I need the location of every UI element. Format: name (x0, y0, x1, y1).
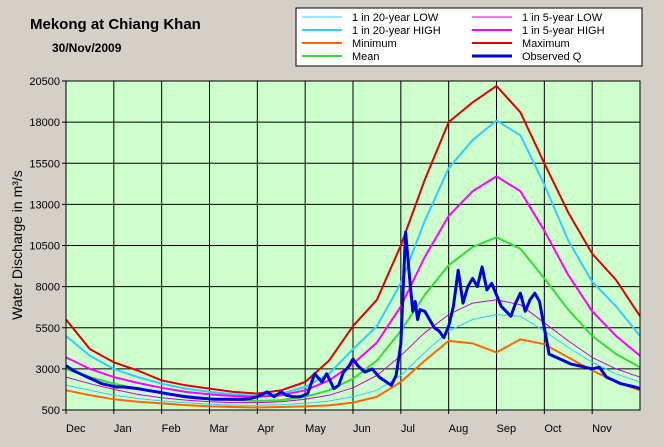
chart-title: Mekong at Chiang Khan (30, 16, 201, 33)
x-tick-label: May (305, 423, 326, 435)
y-tick-label: 5500 (36, 323, 60, 335)
legend-label-1-in-5-year-high: 1 in 5-year HIGH (522, 25, 605, 37)
y-tick-label: 500 (42, 405, 60, 417)
legend-label-minimum: Minimum (352, 38, 397, 50)
x-axis-ticks: Dec Jan Feb Mar Apr May Jun Jul Aug Sep Oct Nov (65, 410, 612, 435)
y-tick-label: 10500 (29, 241, 60, 253)
series-line-observed-q (65, 230, 641, 401)
chart-subtitle: 30/Nov/2009 (52, 41, 122, 55)
series-line-maximum (65, 84, 641, 395)
series-lines (65, 84, 641, 409)
y-tick-label: 13000 (29, 199, 60, 211)
x-tick-label: Sep (497, 423, 517, 435)
legend-box (295, 7, 643, 67)
legend: 1 in 20-year LOW 1 in 5-year LOW 1 in 20-y… (302, 12, 605, 63)
legend-label-maximum: Maximum (522, 38, 570, 50)
y-tick-label: 20500 (29, 76, 60, 88)
x-tick-label: Feb (162, 423, 181, 435)
series-line-minimum (65, 338, 641, 409)
legend-label-1-in-5-year-low: 1 in 5-year LOW (522, 12, 603, 24)
y-tick-label: 18000 (29, 117, 60, 129)
legend-label-1-in-20-year-low: 1 in 20-year LOW (352, 12, 439, 24)
x-tick-label: Jul (401, 423, 415, 435)
x-tick-label: Mar (210, 423, 229, 435)
x-tick-label: Jun (353, 423, 371, 435)
x-tick-label: Oct (544, 423, 561, 435)
y-tick-label: 3000 (36, 364, 60, 376)
y-axis-label: Water Discharge in m³/s (9, 170, 25, 320)
y-tick-label: 15500 (29, 158, 60, 170)
x-tick-label: Aug (449, 423, 469, 435)
plot-border (65, 80, 641, 411)
x-tick-label: Nov (592, 423, 612, 435)
x-tick-label: Dec (66, 423, 86, 435)
series-line-1-in-20-year-high (65, 119, 641, 397)
y-axis-ticks: 500 3000 5500 8000 10500 13000 15500 18000 20500 (29, 76, 66, 417)
legend-label-1-in-20-year-high: 1 in 20-year HIGH (352, 25, 441, 37)
x-tick-label: Jan (114, 423, 132, 435)
y-tick-label: 8000 (36, 282, 60, 294)
legend-label-observed-q: Observed Q (522, 51, 582, 63)
legend-label-mean: Mean (352, 51, 380, 63)
series-line-1-in-5-year-high (65, 175, 641, 398)
x-tick-label: Apr (257, 423, 274, 435)
